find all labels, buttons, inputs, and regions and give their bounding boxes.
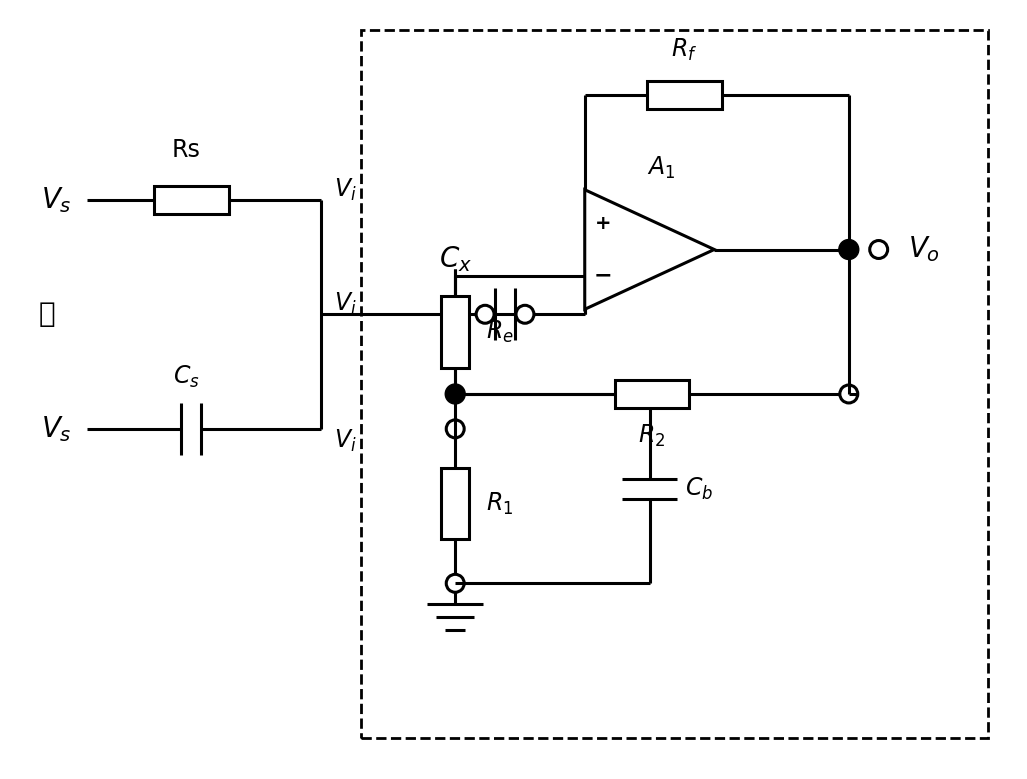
Text: Rs: Rs xyxy=(172,138,200,162)
Circle shape xyxy=(446,384,465,404)
Text: $V_i$: $V_i$ xyxy=(334,177,357,203)
Bar xyxy=(442,296,469,368)
Text: $V_s$: $V_s$ xyxy=(41,185,72,214)
Text: −: − xyxy=(594,266,612,286)
Bar xyxy=(154,185,229,213)
Text: 或: 或 xyxy=(38,300,55,328)
Text: +: + xyxy=(595,213,611,233)
Bar xyxy=(360,30,988,738)
Text: $R_2$: $R_2$ xyxy=(639,423,665,449)
Polygon shape xyxy=(584,190,715,309)
Text: $C_s$: $C_s$ xyxy=(173,364,199,390)
Text: $R_1$: $R_1$ xyxy=(487,491,514,516)
Text: $V_o$: $V_o$ xyxy=(908,234,940,264)
Text: $C_b$: $C_b$ xyxy=(685,475,714,502)
Text: $C_x$: $C_x$ xyxy=(439,245,471,274)
Bar xyxy=(647,81,722,109)
Circle shape xyxy=(839,239,859,259)
Text: $R_f$: $R_f$ xyxy=(672,37,697,63)
Text: $A_1$: $A_1$ xyxy=(647,155,676,181)
Text: $V_i$: $V_i$ xyxy=(334,428,357,454)
Bar xyxy=(614,380,689,408)
Text: $R_e$: $R_e$ xyxy=(486,319,514,345)
Bar xyxy=(442,467,469,540)
Text: $V_s$: $V_s$ xyxy=(41,414,72,444)
Text: $V_i$: $V_i$ xyxy=(334,291,357,317)
